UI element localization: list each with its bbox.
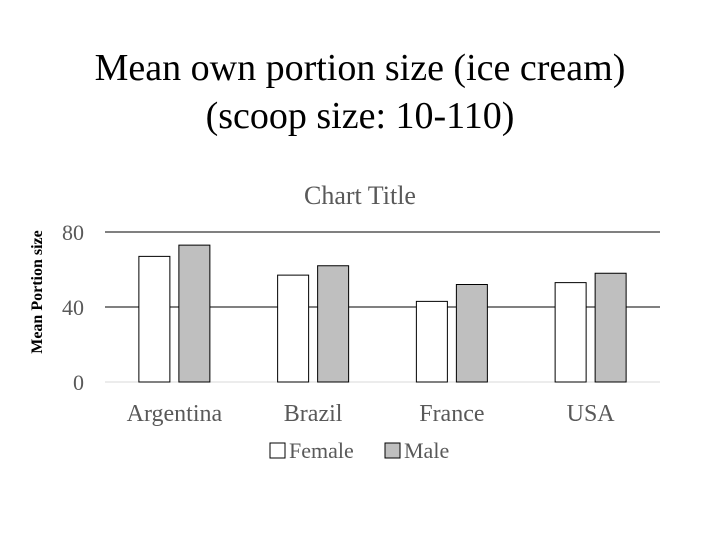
- bars: [138, 244, 627, 383]
- category-labels: Argentina Brazil France USA: [127, 401, 616, 427]
- legend-swatch-male: [384, 442, 401, 459]
- y-tick-label: 80: [62, 220, 84, 245]
- bar-male-france: [455, 284, 488, 383]
- category-label: Argentina: [127, 401, 223, 427]
- bar-male-argentina: [178, 244, 211, 383]
- legend: Female Male: [269, 438, 449, 463]
- category-label: France: [419, 401, 484, 427]
- legend-swatch-female: [269, 442, 286, 459]
- category-label: USA: [567, 401, 616, 427]
- bar-female-argentina: [138, 255, 171, 383]
- legend-label-female: Female: [289, 438, 354, 463]
- y-tick-labels: 0 40 80: [62, 220, 84, 395]
- bar-female-france: [415, 300, 448, 383]
- y-tick-label: 40: [62, 295, 84, 320]
- category-label: Brazil: [284, 401, 343, 427]
- bar-female-usa: [554, 282, 587, 383]
- legend-label-male: Male: [404, 438, 449, 463]
- chart-title: Chart Title: [304, 181, 416, 210]
- bar-female-brazil: [277, 274, 310, 383]
- bar-male-brazil: [317, 265, 350, 383]
- y-tick-label: 0: [73, 370, 84, 395]
- slide-title: Mean own portion size (ice cream) (scoop…: [0, 44, 720, 140]
- y-axis-label: Mean Portion size: [29, 230, 46, 354]
- slide-title-line-2: (scoop size: 10-110): [205, 95, 515, 137]
- slide-title-line-1: Mean own portion size (ice cream): [94, 47, 626, 89]
- bar-male-usa: [594, 272, 627, 383]
